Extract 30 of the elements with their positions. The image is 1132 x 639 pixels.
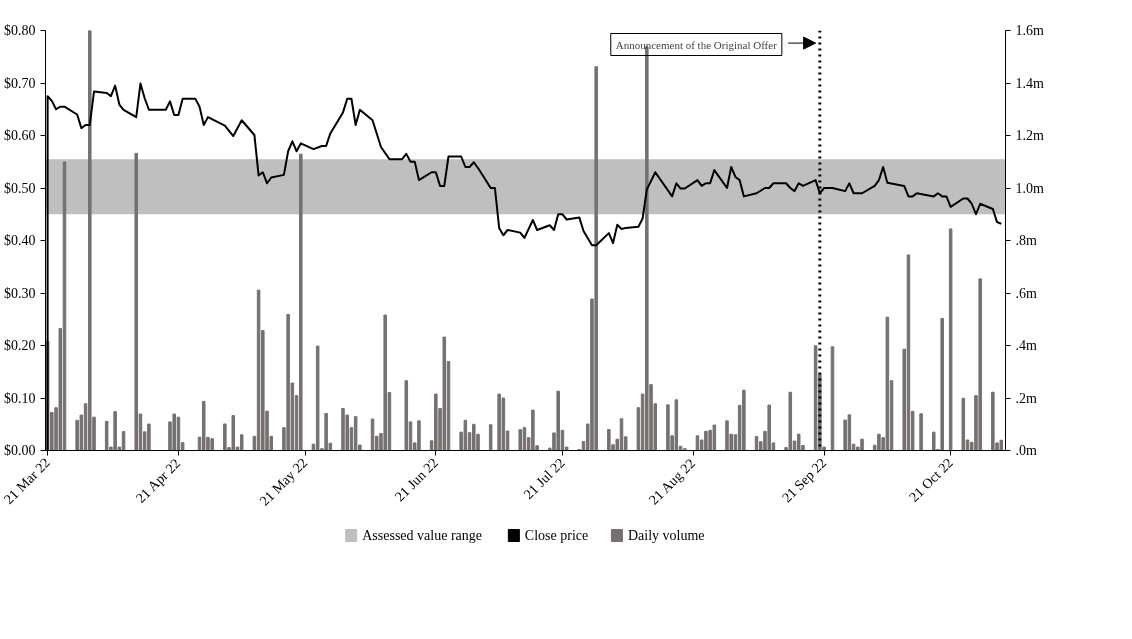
y-tick-label: $0.50 <box>4 180 36 196</box>
y-tick-label: $0.10 <box>4 390 36 406</box>
x-tick-label: 21 Mar 22 <box>1 455 53 508</box>
y2-tick-label: .2m <box>1015 390 1037 406</box>
legend-label: Daily volume <box>627 528 705 543</box>
y2-tick-label: 1.2m <box>1015 128 1044 143</box>
y2-tick-label: .6m <box>1015 285 1037 301</box>
y2-tick-label: .4m <box>1015 338 1037 353</box>
y2-tick-label: 1.6m <box>1015 23 1044 38</box>
x-tick-label: 21 Oct 22 <box>906 455 956 505</box>
x-tick-label: 21 Jul 22 <box>520 455 568 503</box>
x-tick-label: 21 Sep 22 <box>779 455 830 506</box>
y-tick-label: $0.80 <box>4 23 36 38</box>
x-tick-label: 21 Apr 22 <box>132 455 184 506</box>
x-tick-label: 21 May 22 <box>256 455 311 509</box>
y2-tick-label: 1.4m <box>1015 75 1044 91</box>
y-tick-label: $0.00 <box>4 443 36 458</box>
y-tick-label: $0.60 <box>4 128 36 143</box>
y-tick-label: $0.20 <box>4 338 36 353</box>
y2-tick-label: .0m <box>1015 443 1037 458</box>
x-tick-label: 21 Jun 22 <box>392 455 442 505</box>
legend-label: Close price <box>524 528 589 543</box>
y-tick-label: $0.40 <box>4 233 36 248</box>
y-tick-label: $0.30 <box>4 285 36 301</box>
y-tick-label: $0.70 <box>4 75 36 91</box>
y2-tick-label: .8m <box>1015 233 1037 248</box>
y2-tick-label: 1.0m <box>1015 180 1044 196</box>
ref-line-label: Announcement of the Original Offer <box>615 38 778 51</box>
legend-label: Assessed value range <box>362 528 482 543</box>
x-tick-label: 21 Aug 22 <box>646 455 698 508</box>
